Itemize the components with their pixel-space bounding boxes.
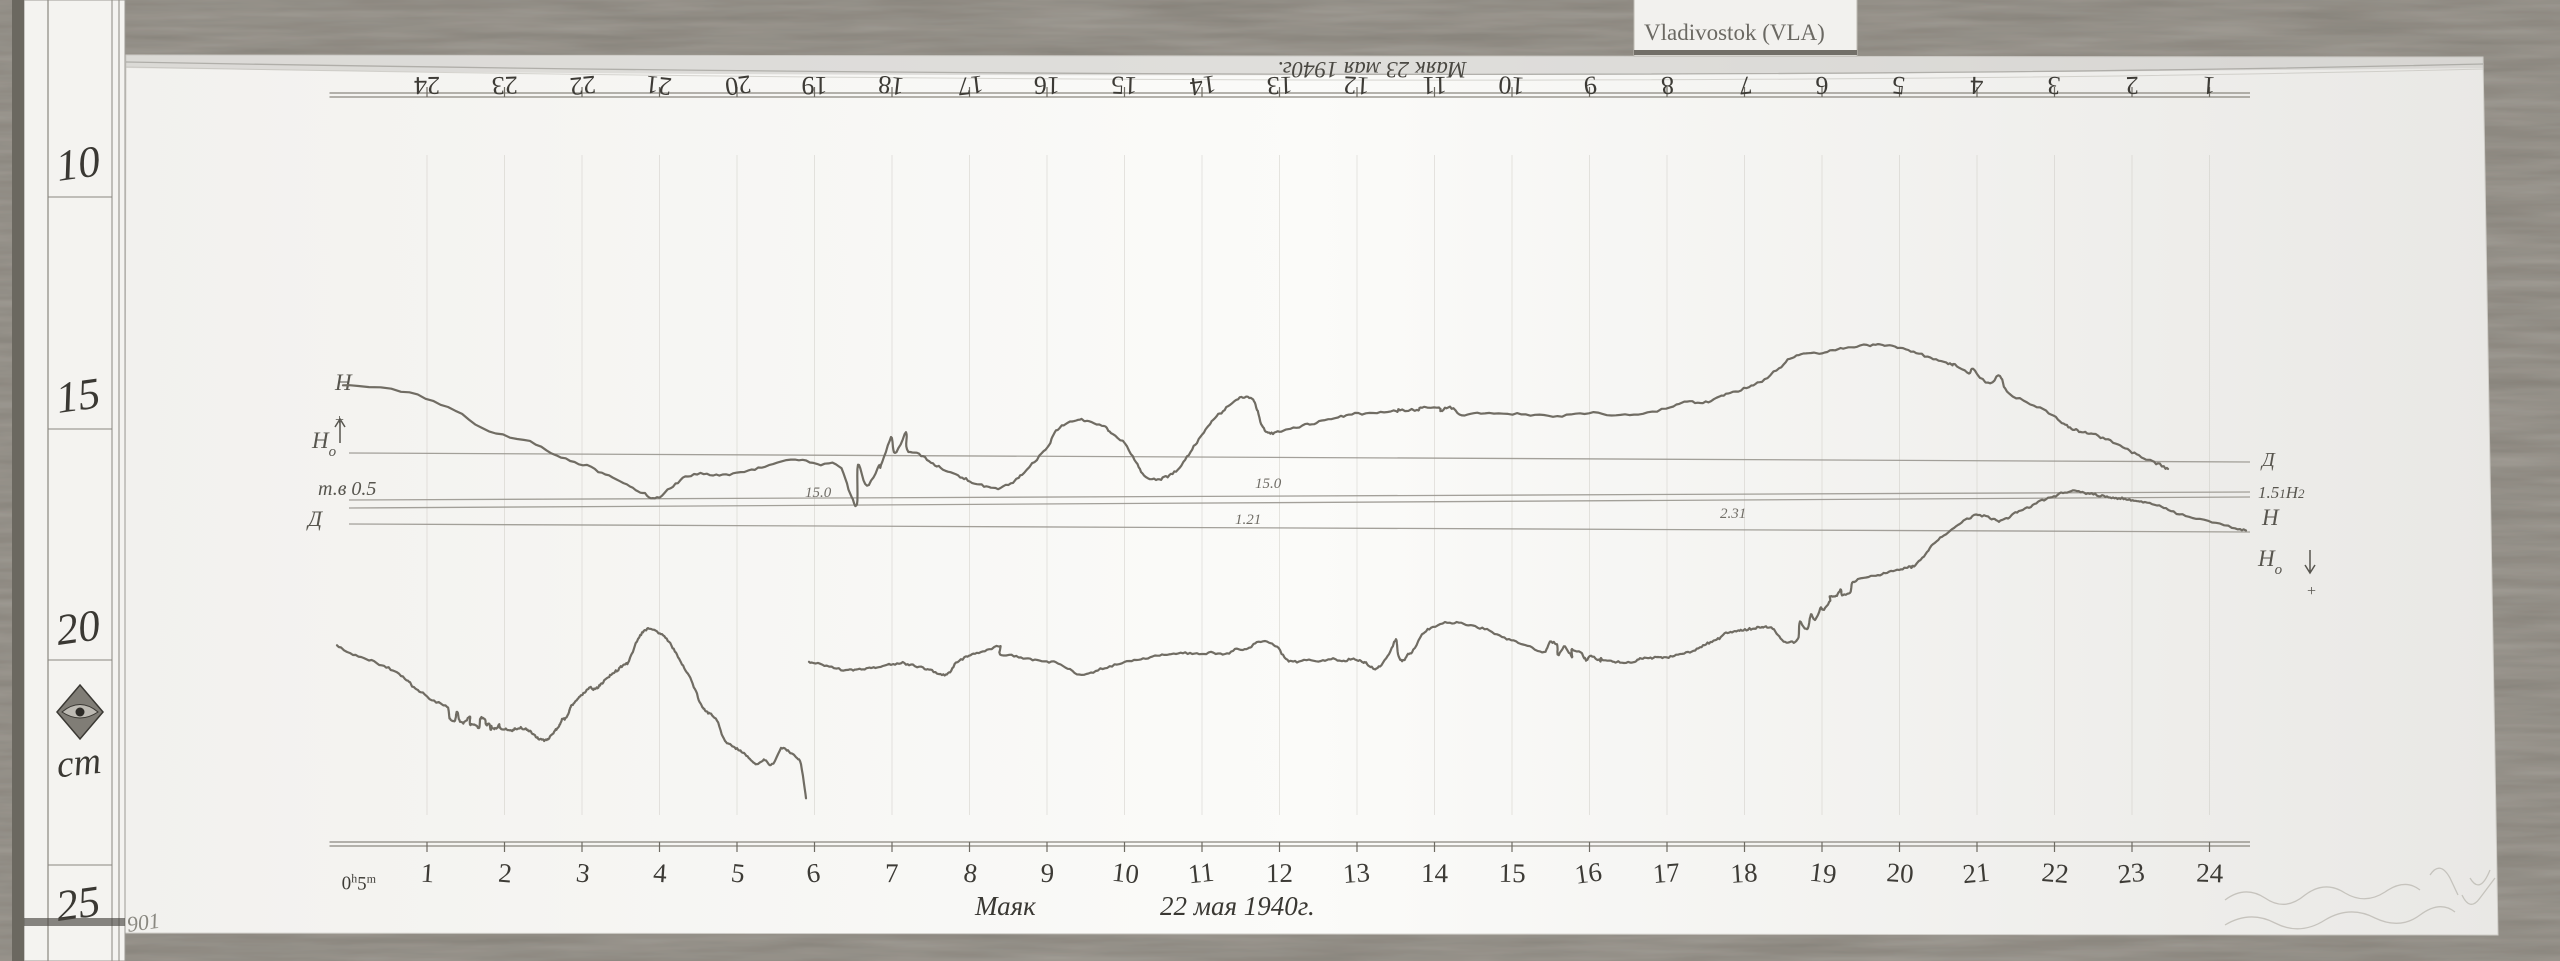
svg-text:10: 10 [1110, 857, 1140, 890]
svg-text:17: 17 [956, 70, 985, 102]
svg-text:20: 20 [1886, 857, 1915, 889]
svg-text:19: 19 [802, 71, 828, 100]
svg-text:12: 12 [1266, 858, 1293, 888]
svg-text:21: 21 [644, 70, 673, 102]
svg-text:11: 11 [1186, 857, 1215, 890]
svg-text:20: 20 [53, 600, 103, 655]
svg-text:Маяк: Маяк [974, 891, 1036, 921]
svg-text:24: 24 [414, 71, 440, 100]
svg-text:4: 4 [652, 858, 668, 889]
svg-text:22 мая 1940г.: 22 мая 1940г. [1160, 891, 1315, 921]
svg-text:15: 15 [1111, 71, 1138, 101]
svg-text:22: 22 [2041, 857, 2070, 889]
svg-text:23: 23 [491, 71, 518, 101]
svg-text:901: 901 [125, 908, 161, 937]
svg-text:23: 23 [2116, 857, 2146, 890]
svg-text:1.51H2: 1.51H2 [2258, 483, 2305, 502]
svg-text:2: 2 [497, 858, 513, 889]
svg-text:3: 3 [2046, 71, 2061, 101]
svg-text:9: 9 [1582, 70, 1598, 100]
svg-text:Д: Д [2260, 449, 2276, 471]
svg-text:13: 13 [1342, 857, 1371, 889]
svg-text:+: + [2307, 583, 2316, 600]
svg-text:14: 14 [1421, 858, 1449, 888]
svg-text:18: 18 [1730, 857, 1759, 889]
svg-text:15: 15 [53, 368, 103, 423]
svg-text:cm: cm [55, 740, 103, 786]
svg-text:16: 16 [1034, 71, 1060, 100]
svg-text:10: 10 [53, 136, 103, 191]
svg-text:10: 10 [1498, 70, 1526, 101]
svg-text:4: 4 [1970, 71, 1984, 100]
svg-text:1: 1 [2201, 71, 2216, 101]
svg-text:Д: Д [306, 506, 323, 531]
svg-text:2.31: 2.31 [1720, 506, 1746, 522]
svg-text:2: 2 [2125, 71, 2139, 100]
svg-text:17: 17 [1652, 857, 1681, 889]
svg-text:19: 19 [1808, 857, 1838, 890]
svg-text:1: 1 [420, 858, 436, 889]
svg-text:H: H [2261, 505, 2280, 530]
svg-text:9: 9 [1040, 858, 1055, 889]
svg-text:т.в 0.5: т.в 0.5 [318, 478, 376, 500]
svg-text:1.21: 1.21 [1235, 512, 1261, 528]
svg-text:24: 24 [2196, 858, 2224, 889]
svg-text:16: 16 [1573, 856, 1604, 889]
svg-text:Vladivostok (VLA): Vladivostok (VLA) [1644, 20, 1825, 45]
svg-text:22: 22 [568, 70, 597, 101]
svg-text:6: 6 [1815, 71, 1828, 100]
svg-text:21: 21 [1961, 857, 1991, 889]
svg-text:H: H [334, 370, 353, 395]
svg-text:8: 8 [1660, 71, 1675, 101]
svg-text:Маяк 23 мая 1940г.: Маяк 23 мая 1940г. [1277, 57, 1467, 82]
svg-text:15: 15 [1498, 858, 1526, 889]
svg-text:20: 20 [723, 69, 753, 101]
svg-text:14: 14 [1188, 69, 1217, 101]
svg-text:15.0: 15.0 [1255, 476, 1282, 492]
svg-text:18: 18 [877, 70, 906, 102]
svg-text:7: 7 [885, 858, 899, 888]
